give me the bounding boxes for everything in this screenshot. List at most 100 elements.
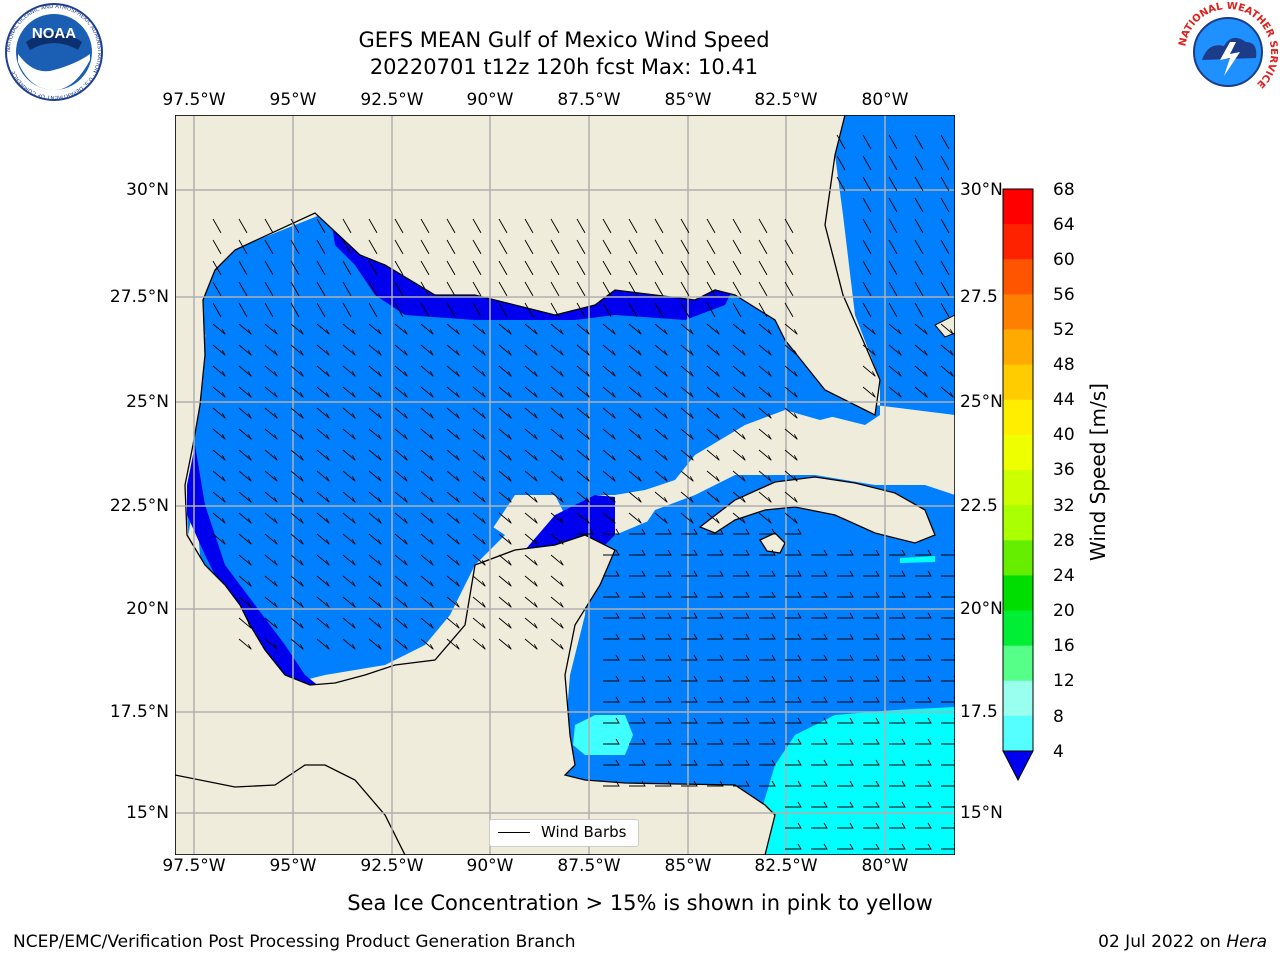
wind-barb [655,528,672,535]
wind-barb [264,218,274,234]
wind-barb [889,738,906,745]
wind-barb [368,302,378,318]
wind-barb [290,260,300,276]
wind-barb [394,533,408,545]
wind-barb [628,218,638,234]
wind-barb [238,323,252,335]
wind-barb [602,344,616,356]
wind-barb [264,260,274,276]
wind-barb [759,528,776,535]
wind-barb [238,512,252,524]
wind-barb [316,596,330,608]
wind-barb [368,428,382,440]
wind-barb [654,428,668,440]
wind-barb [290,449,304,461]
wind-barb [733,591,750,598]
wind-barb [290,344,304,356]
wind-barb [654,218,664,234]
wind-barb [759,696,776,703]
wind-barb [602,470,616,482]
moderate-speed-caribbean [760,707,955,855]
wind-barb [550,575,564,587]
wind-barb [940,323,954,335]
wind-barb [394,491,408,503]
wind-barb [550,596,564,608]
lat-label: 17.5 [960,702,998,722]
wind-barb [446,323,460,335]
wind-barb [914,386,928,398]
wind-barb [889,591,906,598]
wind-barb [342,512,356,524]
wind-barb [940,218,950,234]
wind-barb [940,302,950,318]
wind-barb [420,386,434,398]
wind-barb [785,717,802,724]
wind-barb [706,428,720,440]
wind-barb [941,780,955,787]
wind-barb [316,239,326,255]
colorbar-bin [1003,680,1033,717]
wind-barb [603,696,620,703]
wind-barb [759,549,776,556]
wind-barb [629,528,646,535]
wind-barb [915,801,932,808]
wind-barb [316,470,330,482]
colorbar-bin [1003,329,1033,366]
wind-barb [238,470,252,482]
wind-barb [914,365,928,377]
wind-barb [863,738,880,745]
wind-barb [602,302,612,318]
wind-barb [681,633,698,640]
wind-barb [394,449,408,461]
wind-barb [889,780,906,787]
wind-barb [212,491,226,503]
wind-barb [446,596,460,608]
wind-barb [940,281,950,297]
wind-barb [940,365,954,377]
wind-barb [889,801,906,808]
wind-barb [836,155,846,171]
wind-barb [420,449,434,461]
wind-barb [576,491,590,503]
wind-barb [940,176,950,192]
wind-barb [655,591,672,598]
wind-barb [811,801,828,808]
wind-barb [420,428,434,440]
wind-barb [576,470,590,482]
wind-barb [316,323,330,335]
wind-barb [837,570,854,577]
wind-barb [681,675,698,682]
wind-barb [733,570,750,577]
wind-barb [238,281,248,297]
wind-barb [941,549,955,556]
wind-barb [342,617,356,629]
wind-barb [941,822,955,829]
wind-barb [707,738,724,745]
wind-barb [550,533,564,545]
wind-barb [550,239,560,255]
wind-barb [290,428,304,440]
lat-label: 27.5°N [109,287,169,307]
wind-barb [654,260,664,276]
wind-barb [785,549,802,556]
wind-barb [863,570,880,577]
wind-barb [732,491,746,503]
wind-barb [811,717,828,724]
wind-barb [238,638,252,650]
wind-barb [758,491,772,503]
wind-barb [498,407,512,419]
wind-barb [472,596,486,608]
wind-barb [629,549,646,556]
wind-barb [914,176,924,192]
wind-barb [785,591,802,598]
wind-barb [524,302,534,318]
wind-barb [811,654,828,661]
wind-barb [446,512,460,524]
wind-barb [706,344,720,356]
wind-barb [915,675,932,682]
land-masses [175,115,955,855]
wind-barb [316,407,330,419]
wind-barb [420,617,434,629]
wind-barb [707,696,724,703]
lon-label: 92.5°W [360,90,424,110]
